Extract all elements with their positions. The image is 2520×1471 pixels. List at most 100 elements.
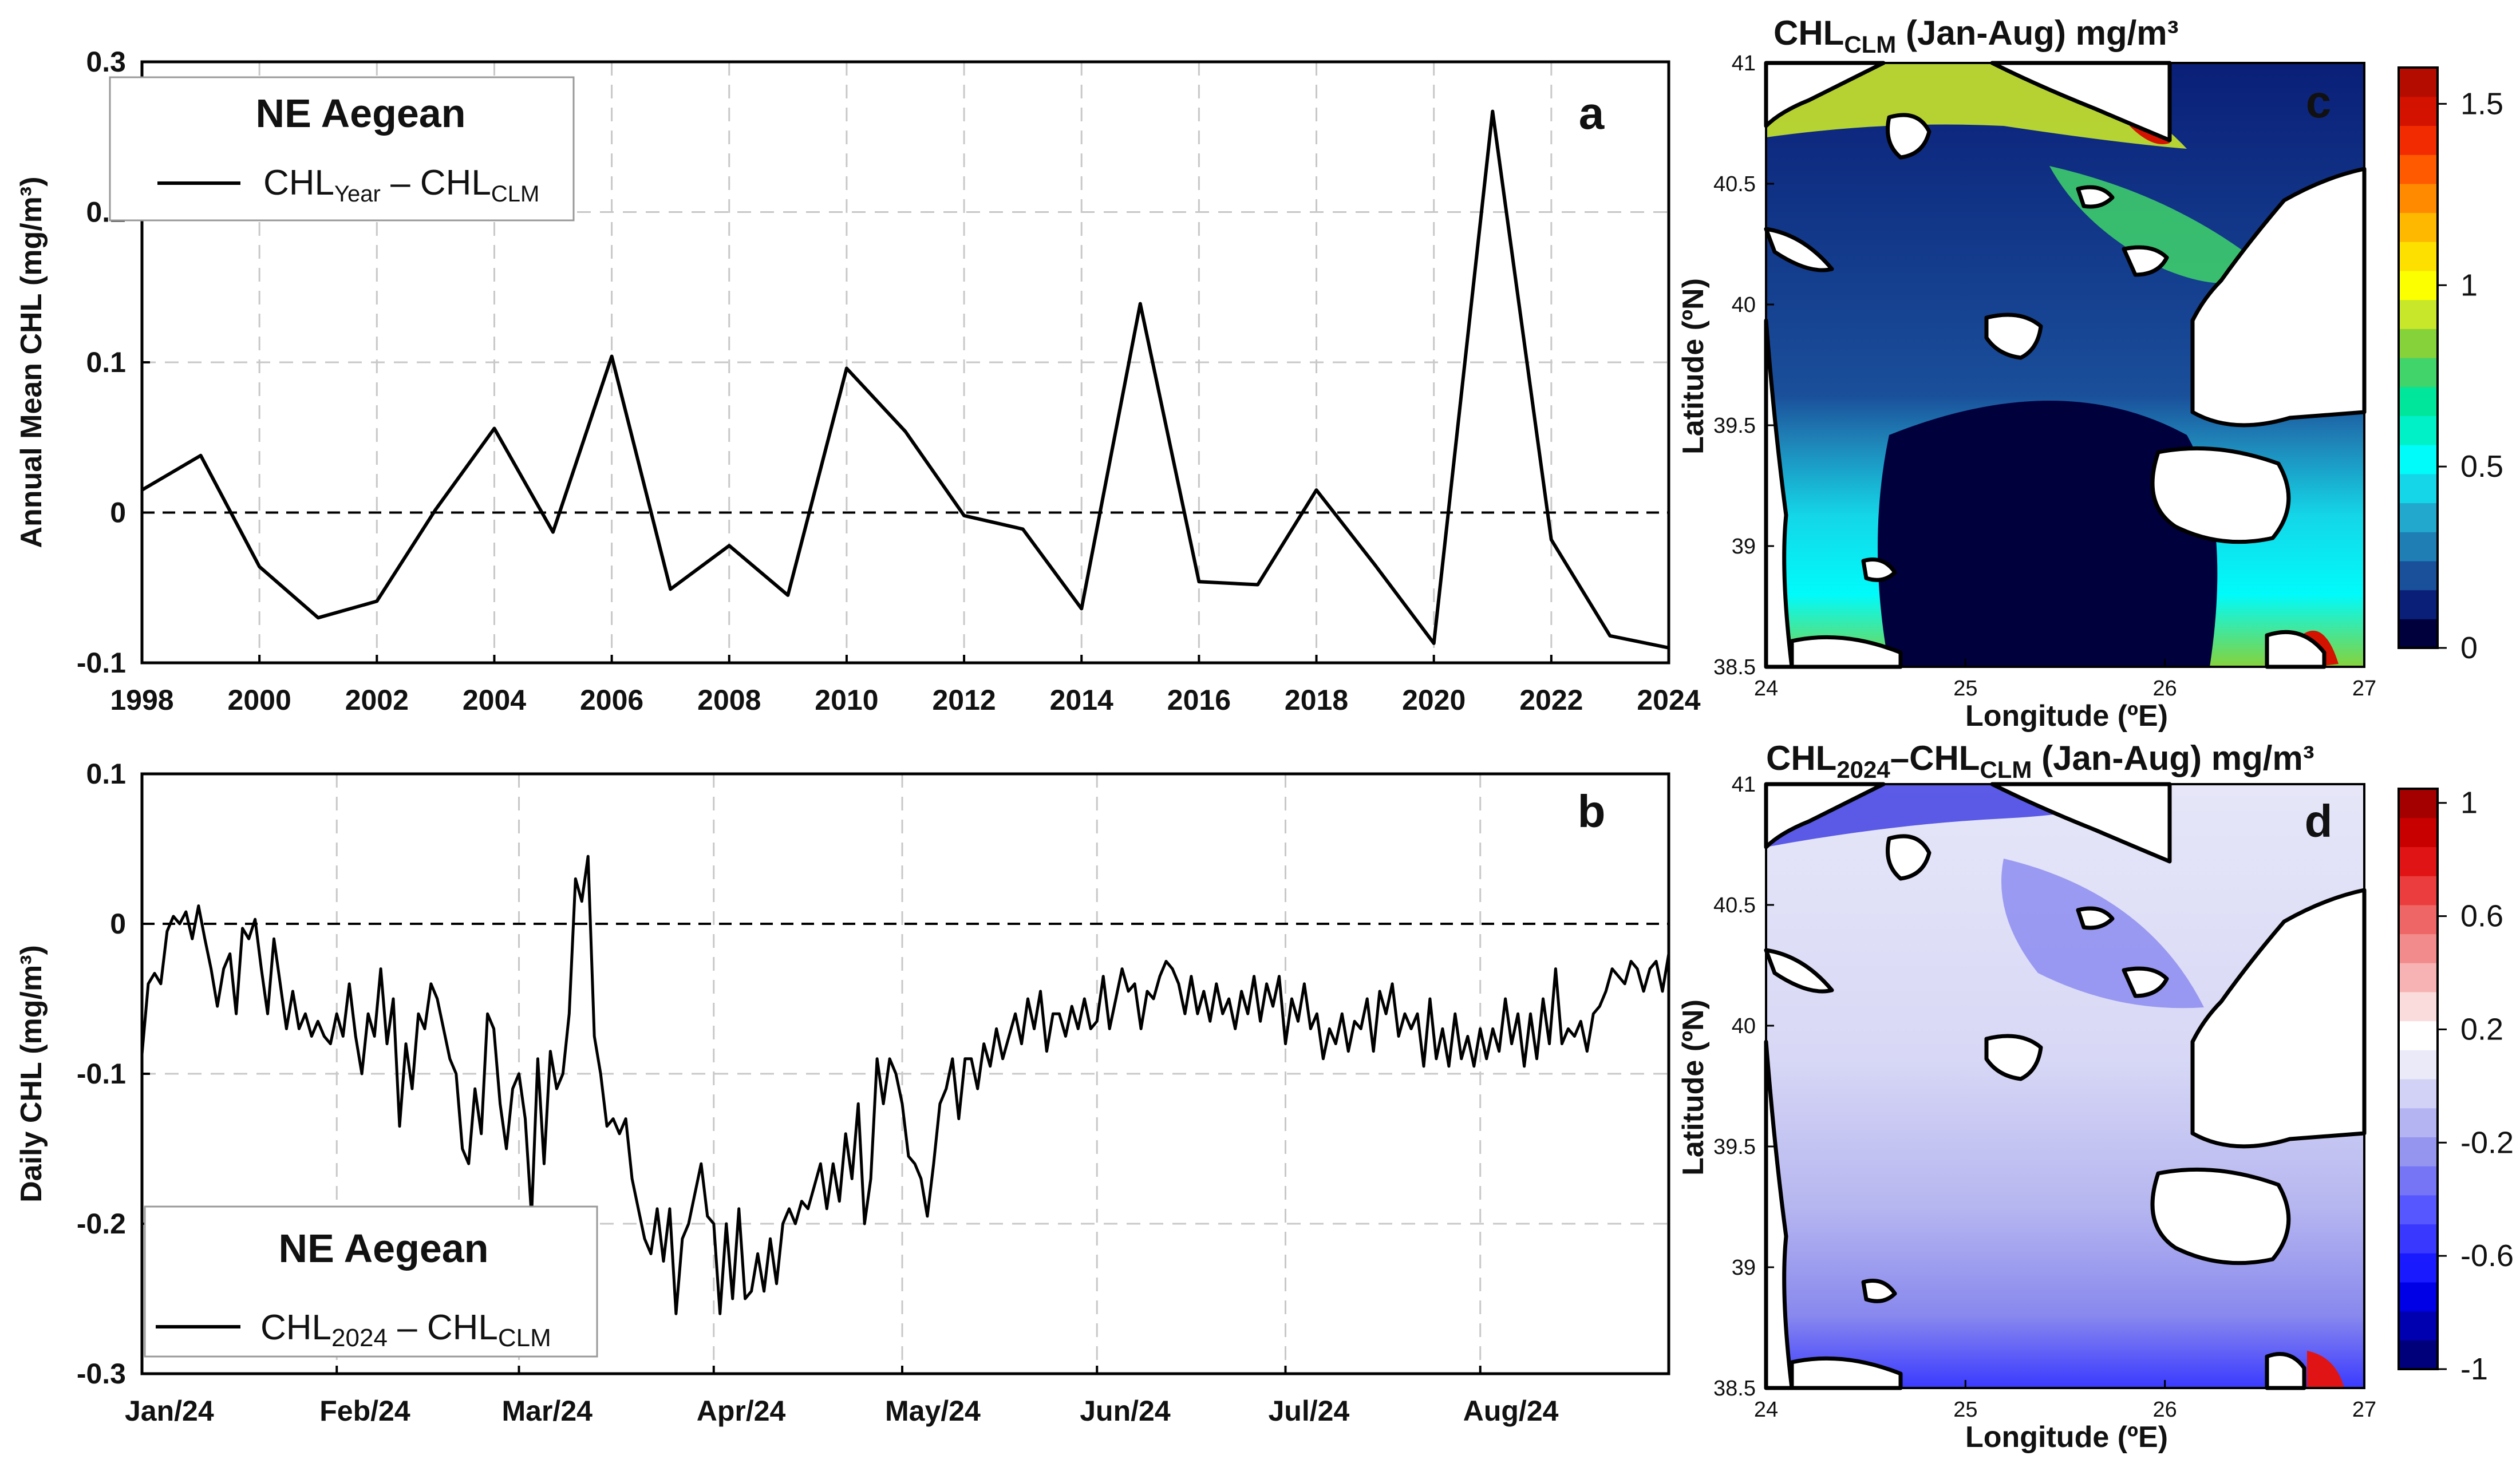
y-tick-label: 39.5 — [1713, 414, 1756, 438]
y-tick-label: 40.5 — [1713, 172, 1756, 196]
colorbar-bin — [2399, 934, 2438, 963]
colorbar-bin — [2399, 532, 2438, 561]
colorbar-bin — [2399, 503, 2438, 532]
y-tick-label: 40 — [1732, 1014, 1756, 1038]
island-chios — [2265, 1352, 2306, 1390]
land-masks — [1764, 782, 2367, 1390]
x-tick-labels: 24 25 26 27 — [1754, 1380, 2376, 1422]
colorbar-bin — [2399, 560, 2438, 591]
colorbar-tick-label: 1 — [2460, 786, 2478, 820]
colorbar-tick-label: 0 — [2460, 631, 2478, 665]
island-samothrace — [2076, 906, 2115, 930]
island-thasos — [1886, 113, 1932, 160]
x-tick-label: Aug/24 — [1463, 1395, 1559, 1427]
x-tick-label: 27 — [2352, 677, 2376, 701]
land-chalkidiki — [1764, 948, 1834, 994]
x-tick-label: 2002 — [345, 684, 409, 716]
land-west — [1764, 1039, 1794, 1390]
colorbar-bin — [2399, 1311, 2438, 1340]
y-tick-label: 0 — [110, 908, 126, 940]
series-line — [140, 855, 1670, 1315]
legend-box — [144, 1205, 598, 1358]
panel-a: 1998 2000 2002 2004 2006 2008 2010 2012 2014 2016… — [15, 46, 1701, 716]
colorbar-bin — [2399, 329, 2438, 358]
x-tick-label: 2024 — [1637, 684, 1700, 716]
y-tick-labels: 38.5 39 39.5 40 40.5 41 — [1713, 773, 1774, 1401]
y-tick-label: 39.5 — [1713, 1135, 1756, 1159]
x-tick-label: 2016 — [1167, 684, 1231, 716]
colorbar-bin — [2399, 991, 2438, 1022]
land-masks — [1764, 61, 2367, 669]
land-east — [2190, 888, 2367, 1149]
island-thasos — [1886, 834, 1932, 881]
colorbar-bin — [2399, 1282, 2438, 1312]
island-chios — [2265, 630, 2327, 669]
land-south — [1790, 635, 1903, 669]
x-tick-label: Mar/24 — [502, 1395, 593, 1427]
island-imbros — [2122, 245, 2169, 277]
colorbar-frame — [2397, 788, 2439, 1370]
x-axis-label: Longitude (ºE) — [1965, 699, 2168, 733]
y-tick-label: 0.1 — [86, 758, 126, 790]
colorbar-tick-label: 0.6 — [2460, 899, 2503, 934]
colorbar-bin — [2399, 183, 2438, 213]
y-tick-label: -0.1 — [77, 647, 126, 679]
y-tick-label: -0.2 — [77, 1208, 126, 1240]
colorbar-bin — [2399, 847, 2438, 876]
x-tick-label: Feb/24 — [319, 1395, 410, 1427]
colorbar-bin — [2399, 416, 2438, 445]
colorbar-tick-labels: -1 -0.6 -0.2 0.2 0.6 1 — [2438, 786, 2514, 1386]
colorbar-tick-label: -0.6 — [2460, 1239, 2514, 1273]
colorbar-tick-label: -0.2 — [2460, 1125, 2514, 1160]
x-tick-label: 27 — [2352, 1398, 2376, 1422]
x-tick-labels: 1998 2000 2002 2004 2006 2008 2010 2012 2014 2016… — [110, 655, 1701, 716]
y-tick-label: -0.3 — [77, 1358, 126, 1390]
colorbar-bin — [2399, 125, 2438, 155]
colorbar-bin — [2399, 1340, 2438, 1370]
y-axis-label: Latitude (ºN) — [1677, 278, 1710, 454]
y-tick-label: 0 — [110, 497, 126, 529]
colorbar-bin — [2399, 619, 2438, 648]
map-title: CHL2024–CHLCLM (Jan-Aug) mg/m³ — [1766, 739, 2314, 783]
y-axis-label: Daily CHL (mg/m³) — [15, 945, 48, 1203]
colorbar-bin — [2399, 1021, 2438, 1050]
x-tick-label: 26 — [2153, 1398, 2177, 1422]
panel-d: CHL2024–CHLCLM (Jan-Aug) mg/m³ 24 25 26 27 … — [1677, 739, 2514, 1454]
island-lesvos — [2150, 1167, 2291, 1266]
x-tick-label: May/24 — [885, 1395, 981, 1427]
colorbar-bin — [2399, 1253, 2438, 1283]
x-tick-label: 24 — [1754, 1398, 1778, 1422]
land-east — [2190, 167, 2367, 428]
colorbar-bin — [2399, 789, 2438, 818]
colorbar-tick-label: 0.5 — [2460, 449, 2503, 484]
legend-entry: CHLYear – CHLCLM — [263, 163, 539, 207]
panel-letter: b — [1578, 786, 1606, 837]
colorbar-tick-label: -1 — [2460, 1352, 2488, 1386]
colorbar-bin — [2399, 96, 2438, 126]
y-tick-label: 41 — [1732, 52, 1756, 76]
colorbar-tick-label: 1 — [2460, 268, 2478, 302]
y-tick-label: 41 — [1732, 773, 1756, 797]
island-imbros — [2122, 966, 2169, 998]
colorbar-bin — [2399, 212, 2438, 242]
colorbar-bin — [2399, 1050, 2438, 1079]
x-tick-label: Apr/24 — [697, 1395, 786, 1427]
panel-letter: d — [2305, 796, 2333, 847]
legend-title: NE Aegean — [256, 91, 466, 136]
colorbar-frame — [2397, 66, 2439, 649]
y-tick-label: 40 — [1732, 293, 1756, 317]
land-west — [1764, 318, 1794, 669]
land-south — [1790, 1356, 1903, 1390]
colorbar-bin — [2399, 904, 2438, 935]
legend-title: NE Aegean — [279, 1226, 489, 1271]
colorbar-bin — [2399, 876, 2438, 905]
grid — [142, 62, 1669, 663]
colorbar-bin — [2399, 68, 2438, 97]
colorbar-bin — [2399, 817, 2438, 847]
colorbar-tick-labels: 0 0.5 1 1.5 — [2438, 86, 2503, 665]
colorbar-bin — [2399, 590, 2438, 619]
y-tick-labels: 38.5 39 39.5 40 40.5 41 — [1713, 52, 1774, 679]
panel-b: Jan/24 Feb/24 Mar/24 Apr/24 May/24 Jun/24 Jul/… — [15, 758, 1670, 1427]
y-tick-label: 0.1 — [86, 346, 126, 378]
colorbar — [2397, 788, 2439, 1370]
